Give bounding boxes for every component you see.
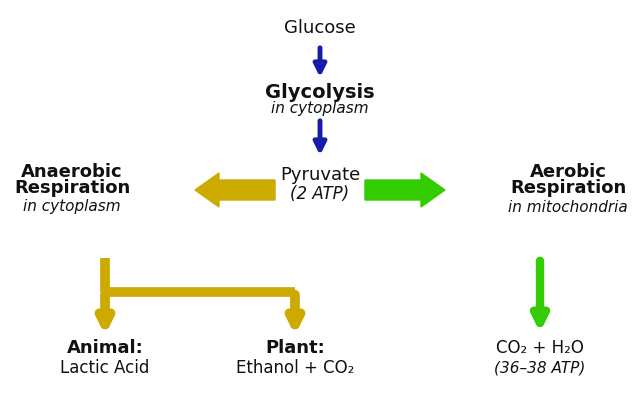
Text: CO₂ + H₂O: CO₂ + H₂O <box>496 339 584 357</box>
Text: Respiration: Respiration <box>14 179 130 197</box>
Text: Plant:: Plant: <box>265 339 325 357</box>
Text: (36–38 ATP): (36–38 ATP) <box>494 361 586 375</box>
FancyArrow shape <box>365 173 445 207</box>
Text: Lactic Acid: Lactic Acid <box>60 359 150 377</box>
FancyArrow shape <box>195 173 275 207</box>
Text: Glycolysis: Glycolysis <box>265 82 375 101</box>
Text: Respiration: Respiration <box>510 179 626 197</box>
Text: Glucose: Glucose <box>284 19 356 37</box>
Text: Anaerobic: Anaerobic <box>21 163 123 181</box>
Text: Aerobic: Aerobic <box>529 163 607 181</box>
Text: (2 ATP): (2 ATP) <box>291 185 349 203</box>
Text: in mitochondria: in mitochondria <box>508 199 628 215</box>
Text: Animal:: Animal: <box>67 339 143 357</box>
Text: in cytoplasm: in cytoplasm <box>23 199 121 215</box>
Text: Pyruvate: Pyruvate <box>280 166 360 184</box>
Text: Ethanol + CO₂: Ethanol + CO₂ <box>236 359 354 377</box>
Text: in cytoplasm: in cytoplasm <box>271 101 369 115</box>
